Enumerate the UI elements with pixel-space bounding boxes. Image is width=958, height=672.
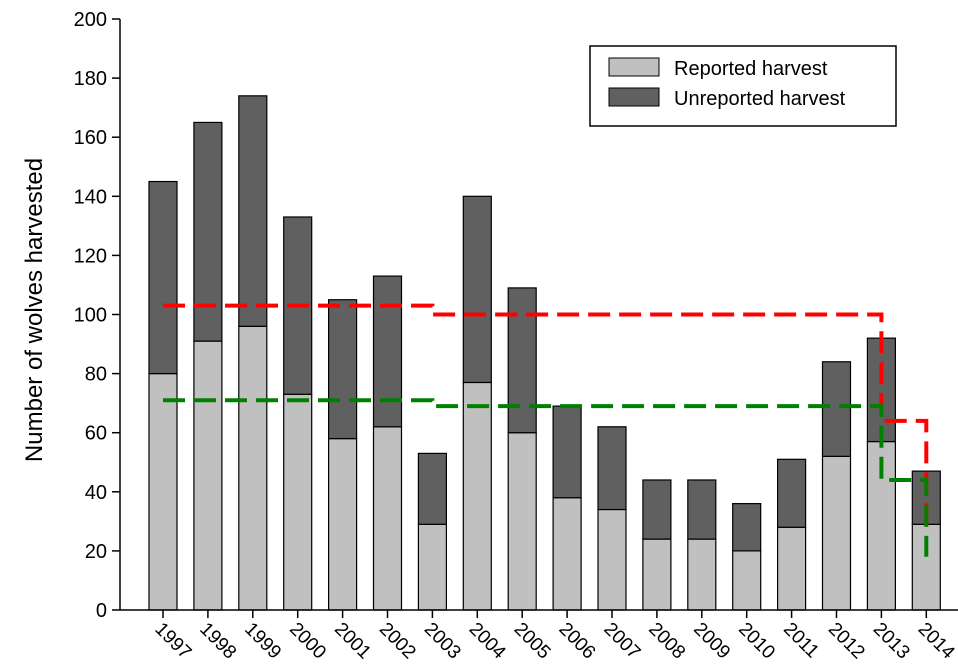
bar-unreported-2005 — [507, 287, 537, 434]
x-tick-label-2011: 2011 — [779, 619, 823, 663]
x-tick-label-2010: 2010 — [734, 619, 779, 664]
x-tick-label-2012: 2012 — [824, 619, 869, 664]
y-tick-label-40: 40 — [85, 482, 107, 504]
x-tick-label-1997: 1997 — [150, 619, 195, 664]
bar-reported-1999 — [238, 325, 268, 611]
x-tick-label-2014: 2014 — [914, 619, 958, 664]
x-tick-label-2008: 2008 — [644, 619, 689, 664]
bar-reported-1997 — [148, 373, 178, 611]
bar-unreported-2010 — [732, 503, 762, 552]
y-tick-label-60: 60 — [85, 423, 107, 445]
bar-unreported-2004 — [462, 195, 492, 384]
legend-label-reported: Reported harvest — [674, 58, 828, 80]
legend-label-unreported: Unreported harvest — [674, 88, 846, 110]
x-tick-label-2001: 2001 — [330, 619, 375, 664]
legend: Reported harvest Unreported harvest — [589, 45, 897, 127]
y-tick-label-80: 80 — [85, 364, 107, 386]
y-tick-label-140: 140 — [74, 186, 107, 208]
y-tick-label-100: 100 — [74, 305, 107, 327]
bar-reported-2009 — [687, 538, 717, 611]
bar-unreported-2006 — [552, 405, 582, 499]
reference-line-red — [163, 303, 929, 528]
bar-reported-2011 — [776, 526, 807, 611]
bar-reported-2006 — [552, 497, 582, 611]
x-tick-label-2002: 2002 — [375, 619, 420, 664]
bar-unreported-2003 — [417, 452, 447, 525]
x-tick-label-2004: 2004 — [465, 619, 510, 664]
bar-reported-2004 — [462, 381, 492, 611]
bar-reported-2005 — [507, 432, 537, 611]
bar-reported-2001 — [328, 438, 358, 611]
x-tick-label-1998: 1998 — [195, 619, 240, 664]
x-tick-label-2000: 2000 — [285, 619, 330, 664]
bar-unreported-2002 — [372, 275, 403, 428]
bar-unreported-1999 — [238, 95, 268, 327]
bar-reported-2008 — [642, 538, 672, 611]
bar-unreported-2001 — [328, 299, 358, 440]
x-tick-label-2013: 2013 — [869, 619, 914, 664]
x-tick-label-2006: 2006 — [555, 619, 600, 664]
bar-unreported-1997 — [148, 180, 178, 375]
y-tick-label-180: 180 — [74, 68, 107, 90]
y-tick-label-20: 20 — [85, 541, 107, 563]
bar-unreported-2007 — [597, 426, 627, 511]
bar-unreported-2011 — [776, 458, 807, 528]
x-tick-label-2005: 2005 — [510, 619, 555, 664]
bar-unreported-2012 — [821, 361, 852, 457]
bar-reported-2002 — [372, 426, 403, 611]
bar-reported-2003 — [417, 523, 447, 611]
x-tick-label-2007: 2007 — [599, 619, 644, 664]
bar-reported-2000 — [283, 393, 313, 611]
y-tick-label-200: 200 — [74, 9, 107, 31]
reference-line-green — [163, 398, 929, 557]
bar-unreported-2008 — [642, 479, 672, 540]
y-tick-label-160: 160 — [74, 127, 107, 149]
legend-swatch-reported — [608, 57, 660, 77]
bar-reported-1998 — [193, 340, 223, 611]
bars-layer — [148, 95, 941, 611]
y-tick-label-0: 0 — [96, 600, 107, 622]
bar-reported-2010 — [732, 550, 762, 611]
bar-reported-2007 — [597, 508, 627, 611]
y-tick-label-120: 120 — [74, 245, 107, 267]
x-tick-label-2009: 2009 — [689, 619, 734, 664]
bar-reported-2014 — [911, 523, 941, 611]
bar-unreported-2009 — [687, 479, 717, 540]
x-tick-label-1999: 1999 — [240, 619, 285, 664]
reference-lines-layer — [163, 303, 929, 557]
x-tick-label-2003: 2003 — [420, 619, 465, 664]
bar-unreported-1998 — [193, 121, 223, 342]
bar-reported-2012 — [821, 455, 852, 611]
legend-swatch-unreported — [608, 87, 660, 107]
y-axis-title: Number of wolves harvested — [21, 158, 48, 462]
